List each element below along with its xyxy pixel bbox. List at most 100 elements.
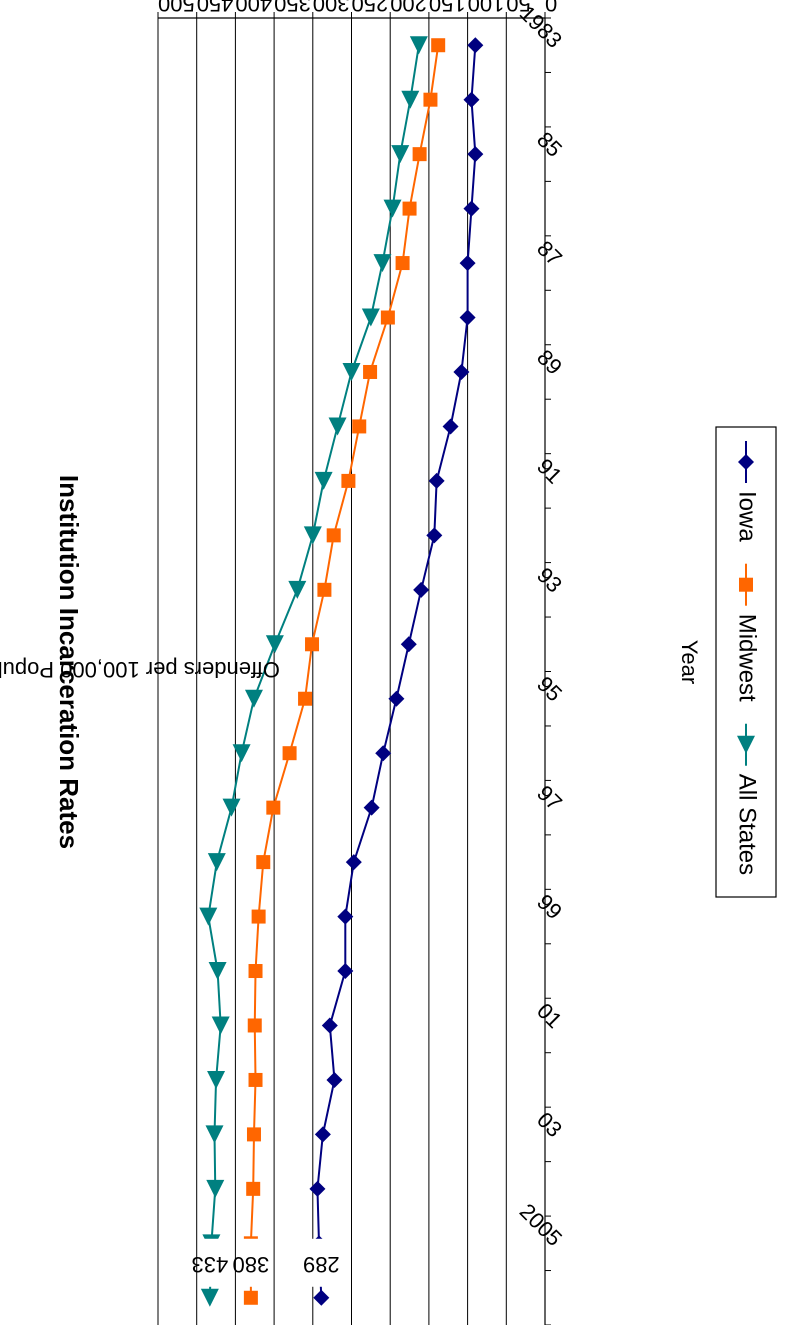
data-point-midwest: [246, 1127, 261, 1142]
data-point-iowa: [467, 37, 484, 54]
data-point-midwest: [341, 473, 356, 488]
y-tick-label: 100: [468, 0, 505, 16]
data-point-iowa: [388, 690, 405, 707]
data-point-iowa: [463, 200, 480, 217]
y-tick-label: 0: [545, 0, 557, 16]
data-point-iowa: [428, 472, 445, 489]
data-point-iowa: [400, 636, 417, 653]
end-label-midwest: 380: [233, 1252, 270, 1277]
series-line-midwest: [249, 45, 440, 1298]
data-point-iowa: [463, 91, 480, 108]
data-point-iowa: [413, 581, 430, 598]
y-tick-label: 500: [158, 0, 195, 16]
y-tick-label: 200: [390, 0, 427, 16]
data-point-iowa: [313, 1289, 330, 1306]
data-point-iowa: [309, 1180, 326, 1197]
end-label-all-states: 433: [191, 1252, 228, 1277]
data-point-all-states: [265, 635, 284, 654]
data-point-all-states: [383, 199, 402, 218]
data-point-all-states: [211, 1016, 230, 1035]
legend-marker-midwest: [739, 577, 753, 592]
data-point-midwest: [352, 419, 367, 434]
data-point-all-states: [205, 1125, 224, 1144]
data-point-all-states: [328, 417, 347, 436]
legend-label-all-states: All States: [734, 774, 761, 875]
y-axis-title: Offenders per 100,000 Population: [0, 657, 280, 682]
data-point-midwest: [363, 364, 378, 379]
y-tick-label: 350: [274, 0, 311, 16]
data-point-all-states: [208, 962, 227, 981]
data-point-all-states: [207, 853, 226, 872]
data-point-iowa: [442, 418, 459, 435]
data-point-midwest: [282, 746, 297, 761]
data-point-all-states: [303, 526, 322, 545]
legend-label-midwest: Midwest: [734, 614, 761, 702]
data-point-all-states: [391, 145, 410, 164]
data-point-all-states: [342, 362, 361, 381]
data-point-midwest: [431, 38, 446, 53]
data-point-midwest: [402, 201, 417, 216]
data-point-midwest: [251, 909, 266, 924]
data-point-iowa: [321, 1017, 338, 1034]
data-point-iowa: [337, 908, 354, 925]
legend-box: [715, 426, 777, 898]
y-tick-label: 300: [313, 0, 350, 16]
data-point-all-states: [314, 471, 333, 490]
data-point-all-states: [244, 689, 263, 708]
end-label-box-midwest: [238, 1238, 263, 1287]
data-point-iowa: [467, 146, 484, 163]
data-point-midwest: [248, 964, 263, 979]
data-point-midwest: [423, 92, 438, 107]
data-point-midwest: [326, 528, 341, 543]
legend-marker-all-states: [737, 735, 755, 754]
data-point-iowa: [375, 745, 392, 762]
data-point-midwest: [247, 1018, 262, 1033]
data-point-iowa: [326, 1071, 343, 1088]
chart-rotation-group: Institution Incarceration Rates Year 0 50…: [54, 0, 777, 1325]
data-point-all-states: [222, 798, 241, 817]
y-tick-label: 250: [352, 0, 389, 16]
legend-label-iowa: Iowa: [734, 491, 761, 542]
data-point-iowa: [459, 255, 476, 272]
data-point-all-states: [207, 1070, 226, 1089]
data-point-midwest: [243, 1290, 258, 1305]
data-point-iowa: [345, 854, 362, 871]
data-point-midwest: [266, 800, 281, 815]
data-point-all-states: [232, 744, 251, 763]
legend-marker-iowa: [738, 454, 754, 470]
x-axis-title: Year: [677, 640, 702, 684]
data-point-all-states: [361, 308, 380, 327]
data-point-all-states: [288, 580, 307, 599]
data-point-all-states: [409, 36, 428, 55]
data-point-midwest: [256, 855, 271, 870]
data-point-all-states: [373, 254, 392, 273]
y-tick-label: 150: [429, 0, 466, 16]
data-point-midwest: [246, 1181, 261, 1196]
data-point-iowa: [314, 1126, 331, 1143]
legend: Iowa Midwest All States: [715, 426, 777, 898]
data-point-all-states: [200, 1288, 219, 1307]
data-point-all-states: [401, 90, 420, 109]
data-point-midwest: [317, 582, 332, 597]
data-point-iowa: [426, 527, 443, 544]
data-point-iowa: [453, 363, 470, 380]
series-line-iowa: [316, 45, 477, 1298]
data-point-iowa: [337, 963, 354, 980]
end-label-iowa: 289: [303, 1252, 340, 1277]
data-point-midwest: [380, 310, 395, 325]
y-tick-label: 400: [235, 0, 272, 16]
series-line-all-states: [207, 45, 420, 1298]
data-point-midwest: [305, 637, 320, 652]
y-tick-label: 50: [506, 0, 530, 16]
data-point-all-states: [206, 1179, 225, 1198]
end-label-box-all-states: [197, 1238, 222, 1287]
data-point-midwest: [298, 691, 313, 706]
data-point-midwest: [395, 256, 410, 271]
y-tick-label: 450: [197, 0, 234, 16]
data-point-iowa: [363, 799, 380, 816]
data-point-iowa: [459, 309, 476, 326]
